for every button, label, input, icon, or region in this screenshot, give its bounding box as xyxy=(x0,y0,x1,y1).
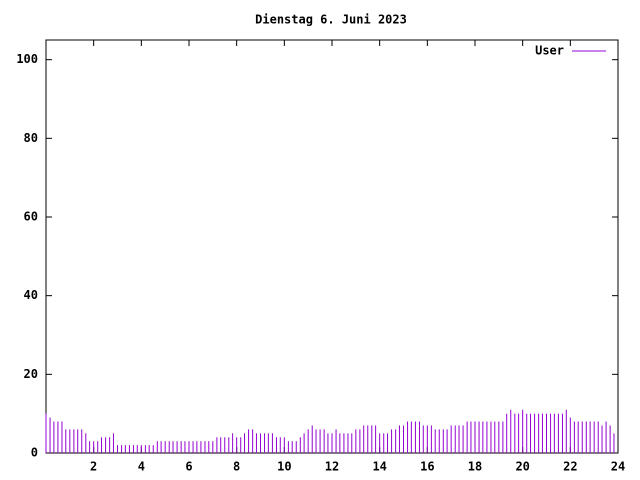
x-tick-label: 2 xyxy=(90,460,97,474)
x-tick-label: 22 xyxy=(563,460,577,474)
y-tick-label: 20 xyxy=(24,367,38,381)
y-tick-label: 40 xyxy=(24,288,38,302)
x-tick-label: 10 xyxy=(277,460,291,474)
x-tick-label: 6 xyxy=(185,460,192,474)
plot-frame xyxy=(45,39,619,454)
y-tick-label: 0 xyxy=(31,446,38,460)
y-tick-label: 100 xyxy=(16,52,38,66)
x-tick-label: 18 xyxy=(468,460,482,474)
x-tick-label: 16 xyxy=(420,460,434,474)
x-tick-label: 8 xyxy=(233,460,240,474)
chart-title: Dienstag 6. Juni 2023 xyxy=(255,13,407,27)
x-tick-label: 12 xyxy=(325,460,339,474)
x-tick-label: 24 xyxy=(611,460,625,474)
y-tick-label: 60 xyxy=(24,210,38,224)
x-tick-label: 20 xyxy=(515,460,529,474)
legend-label: User xyxy=(535,44,564,58)
y-tick-label: 80 xyxy=(24,131,38,145)
x-tick-label: 14 xyxy=(372,460,386,474)
x-tick-label: 4 xyxy=(138,460,145,474)
